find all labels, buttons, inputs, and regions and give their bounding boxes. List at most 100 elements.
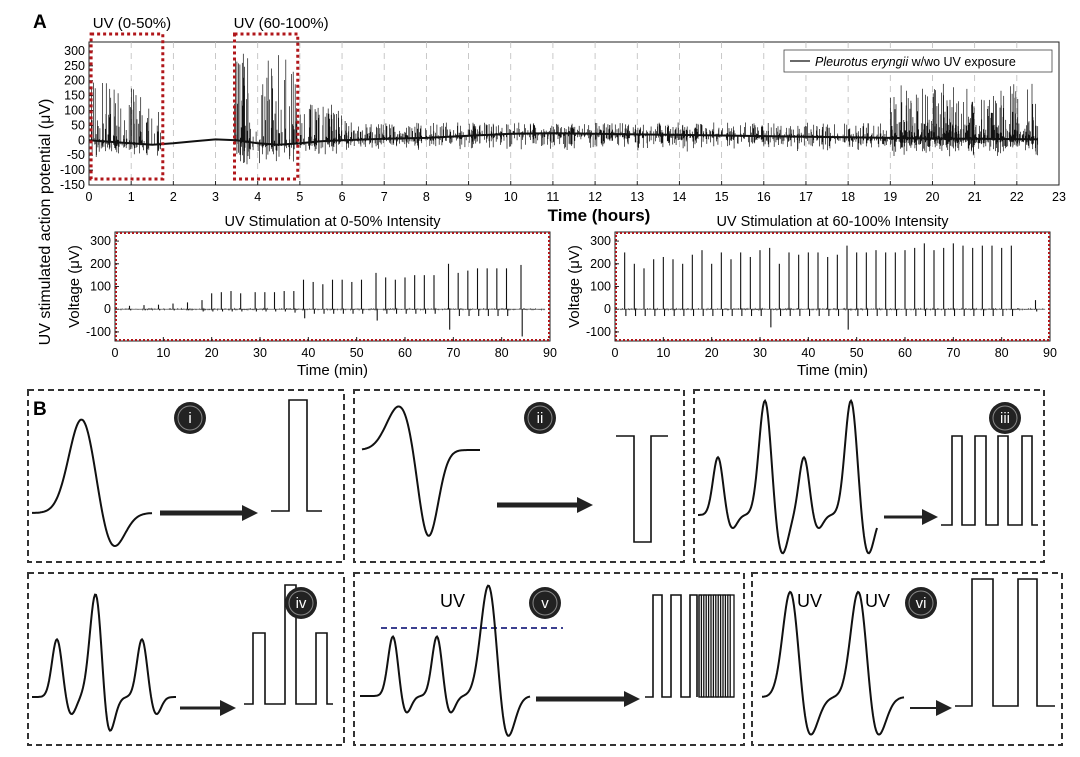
- sub-left-highlight-box: [115, 232, 550, 341]
- sub-left-x-tick-label: 60: [398, 346, 412, 360]
- sub-left-y-axis-title: Voltage (μV): [66, 245, 83, 328]
- sub-right-x-tick-label: 70: [946, 346, 960, 360]
- sub-right-title: UV Stimulation at 60-100% Intensity: [716, 214, 949, 230]
- roman-badge-ring: [527, 405, 553, 431]
- x-tick-label: 21: [968, 190, 982, 204]
- shared-y-axis-label: UV stimulated action potential (μV): [37, 99, 54, 346]
- arrow-ii-head: [577, 497, 593, 513]
- y-tick-label: 250: [64, 59, 85, 73]
- sub-right-frame: [614, 231, 1051, 342]
- x-tick-label: 19: [883, 190, 897, 204]
- x-tick-label: 12: [588, 190, 602, 204]
- roman-badge-label: v: [541, 595, 549, 612]
- sub-right-x-tick-label: 30: [753, 346, 767, 360]
- sub-right-x-tick-label: 90: [1043, 346, 1057, 360]
- pulse-v-dense-outline: [698, 594, 735, 698]
- sub-left-x-tick-label: 0: [112, 346, 119, 360]
- x-tick-label: 14: [672, 190, 686, 204]
- y-tick-label: 200: [64, 74, 85, 88]
- sub-right-y-tick-label: 200: [590, 257, 611, 271]
- sub-left-title: UV Stimulation at 0-50% Intensity: [225, 214, 442, 230]
- roman-badge-ring: [908, 590, 934, 616]
- sub-right-y-tick-label: 100: [590, 280, 611, 294]
- arrow-iii-head: [922, 509, 938, 525]
- sub-left-x-tick-label: 50: [350, 346, 364, 360]
- roman-badge-ring: [288, 590, 314, 616]
- x-tick-label: 8: [423, 190, 430, 204]
- x-tick-label: 17: [799, 190, 813, 204]
- sub-left-x-tick-label: 30: [253, 346, 267, 360]
- sub-left-x-tick-label: 10: [156, 346, 170, 360]
- schematic-box-i: [27, 389, 345, 563]
- sub-right-y-tick-label: 0: [604, 302, 611, 316]
- sub-chart-0-50: UV Stimulation at 0-50% Intensity 0 10 20 30…: [66, 214, 557, 379]
- sub-right-y-tick-label: -100: [586, 325, 611, 339]
- roman-badge: [989, 402, 1021, 434]
- y-tick-label: 300: [64, 44, 85, 58]
- x-tick-label: 11: [546, 190, 559, 204]
- schematic-box-iii: [693, 389, 1045, 563]
- x-tick-label: 2: [170, 190, 177, 204]
- pulse-iv: [244, 584, 333, 705]
- sub-right-highlight-box: [615, 232, 1050, 341]
- roman-badge-label: ii: [537, 410, 544, 427]
- pulse-iii: [941, 435, 1038, 526]
- roman-badge: [524, 402, 556, 434]
- roman-badge-label: i: [188, 410, 191, 427]
- sub-left-y-tick-label: -100: [86, 325, 111, 339]
- sub-chart-60-100: UV Stimulation at 60-100% Intensity 0 10 20…: [566, 214, 1057, 379]
- sub-right-x-tick-label: 40: [801, 346, 815, 360]
- y-tick-label: 50: [71, 118, 85, 132]
- sub-right-x-tick-label: 50: [850, 346, 864, 360]
- sub-right-x-tick-label: 80: [995, 346, 1009, 360]
- sub-right-x-axis-title: Time (min): [797, 362, 868, 379]
- y-tick-label: 0: [78, 133, 85, 147]
- x-tick-label: 7: [381, 190, 388, 204]
- wave-vi: [762, 590, 905, 736]
- uv-annotation-box: [233, 32, 300, 181]
- x-tick-label: 18: [841, 190, 855, 204]
- main-chart: 0 1 2 3 4 5 6 7 8 9 10 11 12 13 14 15 16 17 18 19 20 21 22 2330…: [60, 15, 1066, 225]
- sub-left-y-tick-label: 300: [90, 234, 111, 248]
- pulse-v-dense: [698, 594, 734, 698]
- x-tick-label: 23: [1052, 190, 1066, 204]
- wave-v: [360, 584, 531, 737]
- sub-left-x-tick-label: 80: [495, 346, 509, 360]
- y-tick-label: -50: [67, 148, 85, 162]
- roman-badge-label: vi: [916, 595, 927, 612]
- pulse-ii: [616, 435, 668, 543]
- x-tick-label: 3: [212, 190, 219, 204]
- roman-badge-label: iii: [1000, 410, 1010, 427]
- sub-left-x-axis-title: Time (min): [297, 362, 368, 379]
- x-tick-label: 9: [465, 190, 472, 204]
- schematic-box-ii: [353, 389, 685, 563]
- sub-right-x-tick-label: 20: [705, 346, 719, 360]
- main-series-baseline: [88, 132, 1038, 146]
- roman-badge-label: iv: [296, 595, 307, 612]
- x-tick-label: 6: [339, 190, 346, 204]
- wave-iv: [32, 593, 176, 732]
- x-tick-label: 5: [296, 190, 303, 204]
- roman-badge-ring: [532, 590, 558, 616]
- y-tick-label: -150: [60, 178, 85, 192]
- uv-label-v: UV: [440, 591, 465, 611]
- wave-ii: [361, 405, 480, 537]
- x-tick-label: 1: [128, 190, 135, 204]
- roman-badge: [285, 587, 317, 619]
- sub-left-x-tick-label: 90: [543, 346, 557, 360]
- schematic-box-vi: [751, 572, 1063, 746]
- sub-left-x-tick-label: 20: [205, 346, 219, 360]
- main-legend: Pleurotus eryngii w/wo UV exposure: [783, 49, 1053, 73]
- legend-box: [783, 49, 1053, 73]
- y-tick-label: -100: [60, 163, 85, 177]
- uv-label-vi-1: UV: [797, 591, 822, 611]
- x-tick-label: 4: [254, 190, 261, 204]
- sub-left-x-tick-label: 70: [446, 346, 460, 360]
- main-chart-frame: [88, 41, 1060, 186]
- x-tick-label: 20: [926, 190, 940, 204]
- uv-label-vi-2: UV: [865, 591, 890, 611]
- x-tick-label: 16: [757, 190, 771, 204]
- x-tick-label: 10: [504, 190, 518, 204]
